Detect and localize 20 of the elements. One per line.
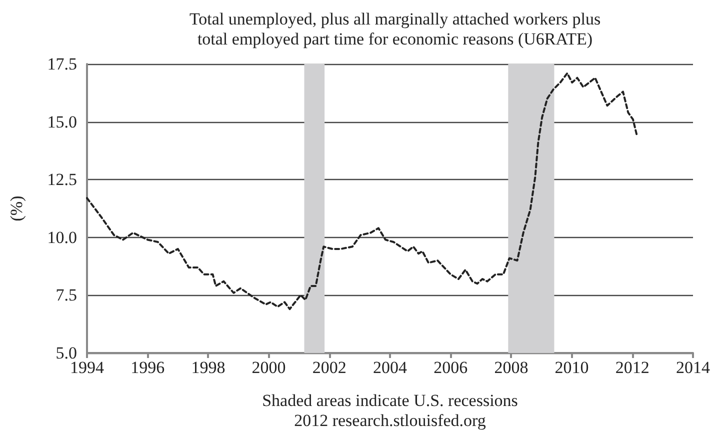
y-axis-title: (%) [7, 196, 26, 222]
x-tick-label: 1996 [130, 358, 165, 377]
x-tick-label: 2006 [434, 358, 468, 377]
y-tick-label: 17.5 [47, 54, 77, 74]
x-tick-label: 2004 [373, 358, 408, 377]
x-tick-label: 2008 [494, 358, 528, 377]
x-tick-label: 2014 [676, 358, 710, 377]
text: 2012 research.stlouisfed.org [294, 411, 486, 430]
x-tick-label: 2012 [615, 358, 650, 377]
line-series [86, 72, 638, 310]
x-tick-label: 2010 [554, 358, 589, 377]
text: Shaded areas indicate U.S. recessions [262, 391, 518, 410]
chart-title: Total unemployed, plus all marginally attached workers plus total employed part time for economic reasons (U6RATE) [189, 10, 601, 48]
x-tick-label: 2000 [252, 358, 286, 377]
y-tick-label: 12.5 [47, 170, 77, 190]
y-tick-label: 7.5 [56, 286, 77, 305]
x-tick-label: 2002 [312, 358, 346, 377]
y-tick-label: 15.0 [47, 112, 77, 132]
y-tick-label: 10.0 [47, 228, 77, 247]
x-tick-label: 1998 [191, 358, 226, 377]
